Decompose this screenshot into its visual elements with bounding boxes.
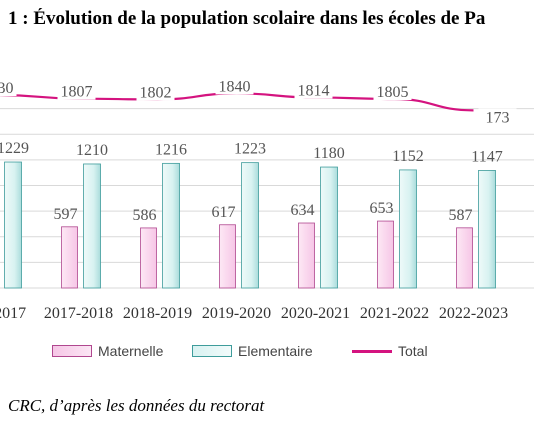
data-label-total-bg: [478, 108, 517, 126]
x-tick-label: 2018-2019: [123, 305, 192, 322]
data-label-total-bg: [57, 82, 96, 100]
bar-elementaire: [162, 162, 180, 289]
bar-maternelle: [377, 220, 394, 289]
data-label-maternelle: 634: [291, 202, 315, 219]
data-label-total: 173: [486, 109, 510, 126]
chart-source: CRC, d’après les données du rectorat: [8, 396, 265, 415]
data-label-total-bg: [0, 79, 17, 96]
bar-maternelle: [456, 227, 473, 289]
data-label-total-bg: [136, 83, 175, 101]
data-label-elementaire: 1210: [76, 142, 108, 159]
data-label-total: 1840: [219, 78, 251, 95]
data-label-maternelle: 587: [449, 207, 473, 224]
data-label-total: 1807: [61, 84, 93, 101]
chart-title: 1 : Évolution de la population scolaire …: [8, 8, 486, 29]
data-label-total-bg: [294, 81, 333, 99]
data-label-total: 1805: [377, 84, 409, 101]
x-tick-label: 2022-2023: [439, 305, 508, 322]
bar-maternelle: [140, 227, 157, 289]
data-label-total-bg: [373, 83, 412, 100]
legend-item-elementaire: Elementaire: [192, 340, 313, 362]
legend-swatch-elementaire: [192, 345, 232, 357]
data-label-maternelle: 653: [370, 200, 394, 217]
data-label-elementaire: 1147: [471, 148, 502, 165]
data-label-elementaire: 1229: [0, 140, 29, 157]
bar-elementaire: [399, 169, 417, 289]
x-tick-label: 2021-2022: [360, 305, 429, 322]
data-label-elementaire: 1152: [392, 148, 423, 165]
legend-label-maternelle: Maternelle: [98, 343, 164, 359]
legend-item-total: Total: [352, 340, 428, 362]
bar-elementaire: [478, 170, 496, 289]
chart-legend: Maternelle Elementaire Total: [0, 340, 534, 362]
bar-elementaire: [320, 166, 338, 289]
chart-plot: 601122916-201759712102017-20185861216201…: [0, 77, 534, 322]
bar-elementaire: [241, 162, 259, 289]
x-tick-label: 2019-2020: [202, 305, 271, 322]
legend-swatch-maternelle: [52, 345, 92, 357]
bar-maternelle: [219, 224, 236, 289]
x-tick-label: 2017-2018: [44, 305, 113, 322]
data-label-maternelle: 597: [54, 206, 78, 223]
data-label-elementaire: 1223: [234, 141, 266, 158]
legend-label-total: Total: [398, 343, 428, 359]
bar-maternelle: [298, 222, 315, 289]
legend-item-maternelle: Maternelle: [52, 340, 163, 362]
x-tick-label: 16-2017: [0, 305, 26, 322]
data-label-total: 1814: [298, 83, 330, 100]
legend-label-elementaire: Elementaire: [238, 343, 313, 359]
data-label-elementaire: 1216: [155, 141, 187, 158]
data-label-total: 1802: [140, 84, 172, 101]
bar-elementaire: [83, 163, 101, 289]
x-tick-label: 2020-2021: [281, 305, 350, 322]
bar-maternelle: [61, 226, 78, 289]
data-label-maternelle: 617: [212, 204, 236, 221]
data-label-total: 1830: [0, 80, 14, 97]
bar-elementaire: [4, 161, 22, 289]
legend-line-total: [352, 349, 392, 353]
data-label-total-bg: [215, 77, 254, 95]
data-label-maternelle: 586: [133, 207, 157, 224]
data-label-elementaire: 1180: [313, 145, 344, 162]
